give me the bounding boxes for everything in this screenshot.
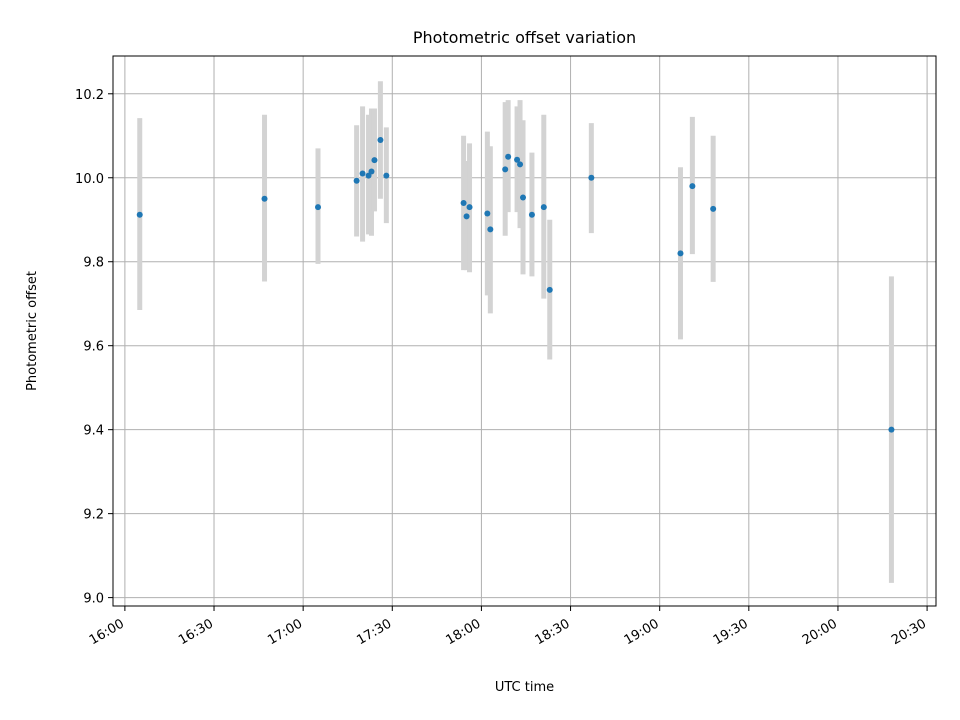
x-tick-label: 16:30 [176,616,216,648]
x-tick-label: 16:00 [87,616,127,648]
data-point [540,204,547,211]
data-point [588,174,595,181]
x-axis-label: UTC time [495,680,554,695]
x-tick-label: 19:00 [622,616,662,648]
data-point [359,170,366,177]
data-point [528,211,535,218]
y-axis-label: Photometric offset [25,271,40,391]
data-point [484,210,491,217]
data-point [689,183,696,190]
plot-frame [112,55,937,607]
y-tick-label: 9.6 [83,340,104,355]
x-tick-label: 20:00 [800,616,840,648]
data-point [315,204,322,211]
x-tick-label: 18:30 [533,616,573,648]
data-point [710,205,717,212]
data-point [261,195,268,202]
y-axis: 9.0 9.2 9.4 9.6 9.8 10.0 10.2 [75,88,113,607]
data-point [888,426,895,433]
data-point [353,177,360,184]
data-point [463,213,470,220]
x-tick-label: 17:00 [265,616,305,648]
data-points [136,136,895,433]
data-point [514,156,521,163]
data-point [377,136,384,143]
y-tick-label: 9.4 [83,424,104,439]
data-point [505,153,512,160]
y-tick-label: 9.0 [83,592,104,607]
y-tick-label: 10.0 [75,172,104,187]
data-point [466,204,473,211]
x-axis: 16:00 16:30 17:00 17:30 18:00 18:30 19:00 19:30… [87,606,929,648]
x-tick-label: 18:00 [443,616,483,648]
data-point [383,172,390,179]
x-tick-label: 19:30 [711,616,751,648]
data-point [365,172,372,179]
data-point [368,168,375,175]
data-point [677,250,684,257]
data-point [502,166,509,173]
data-point [517,161,524,168]
data-point [487,226,494,233]
chart-title: Photometric offset variation [413,28,636,47]
data-point [460,199,467,206]
data-point [371,157,378,164]
data-point [520,194,527,201]
data-point [136,211,143,218]
y-tick-label: 9.2 [83,508,104,523]
x-tick-label: 17:30 [354,616,394,648]
y-tick-label: 9.8 [83,256,104,271]
x-tick-label: 20:30 [889,616,929,648]
data-point [546,286,553,293]
y-tick-label: 10.2 [75,88,104,103]
